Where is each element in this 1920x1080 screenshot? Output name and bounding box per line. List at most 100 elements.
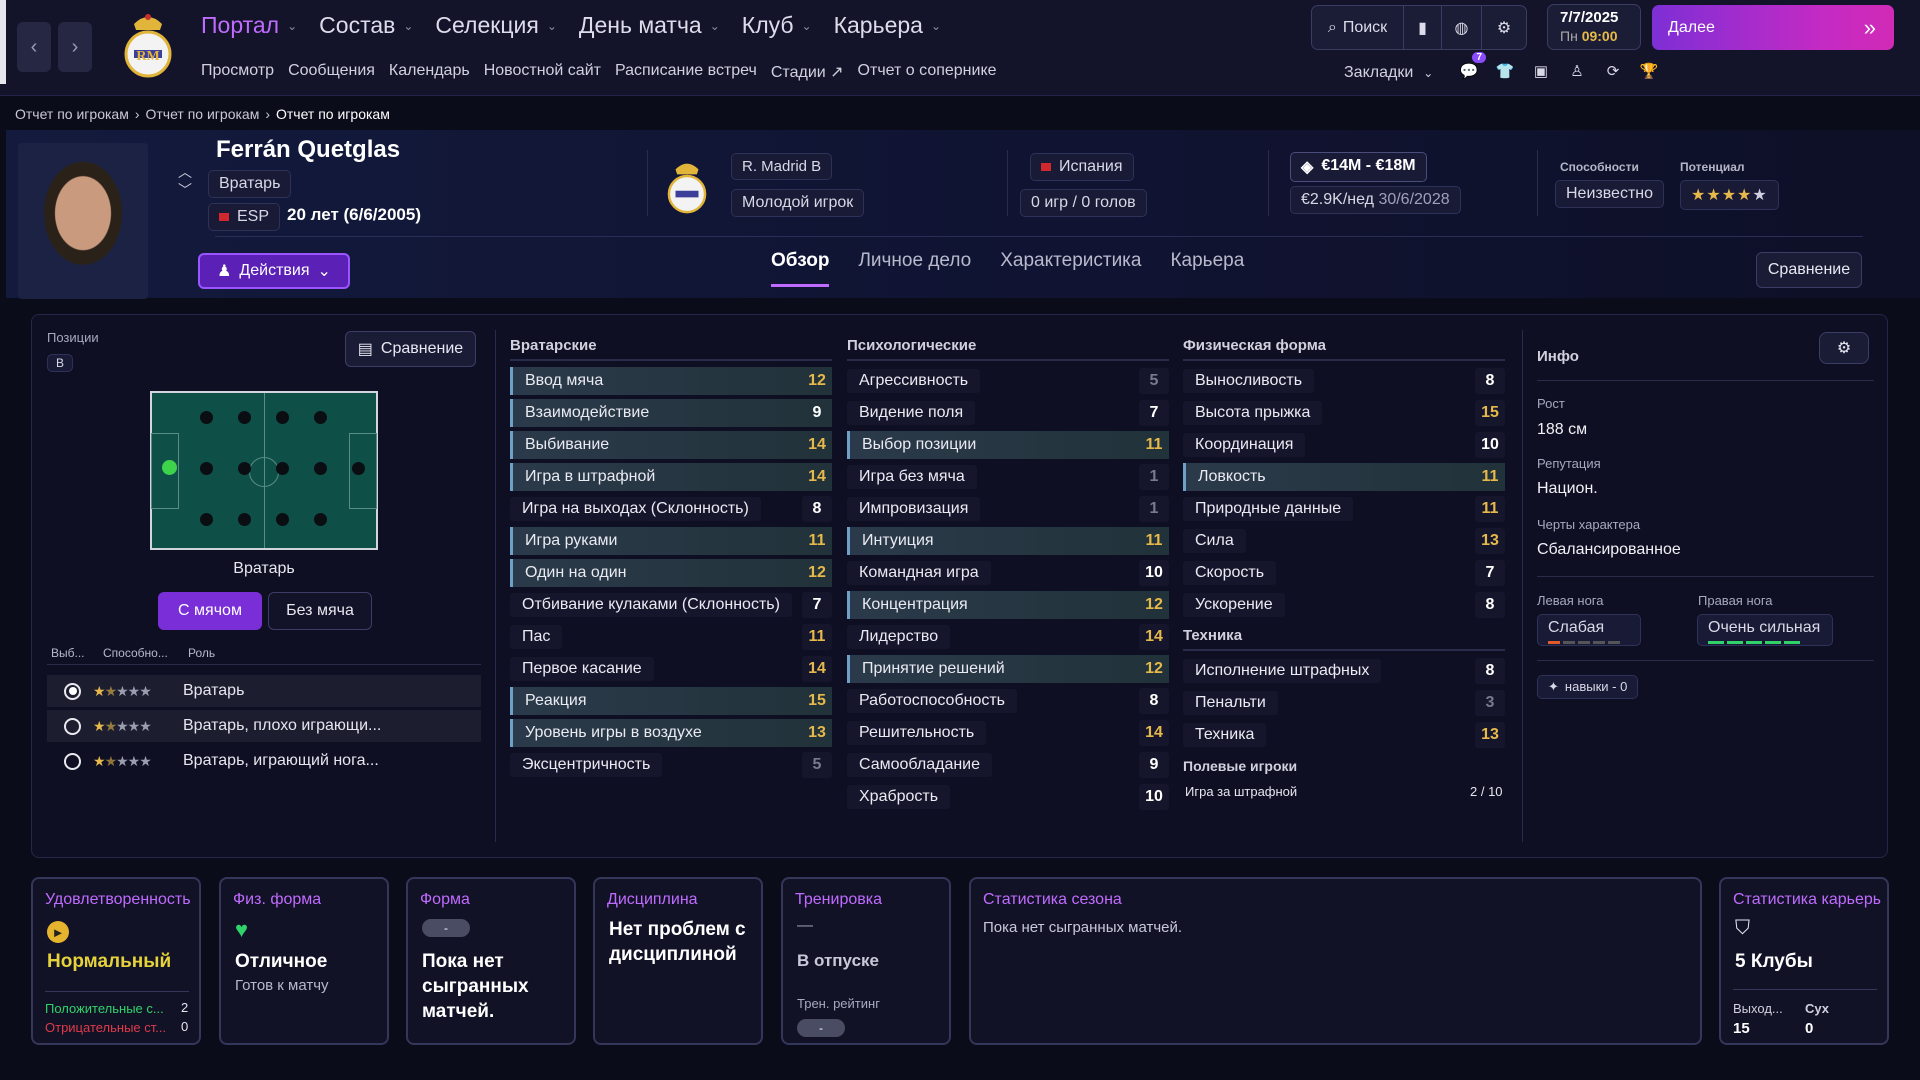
nav-career[interactable]: Карьера ⌄ — [834, 12, 941, 39]
subnav-messages[interactable]: Сообщения — [288, 62, 375, 79]
shirt-icon[interactable]: 👕 — [1495, 63, 1515, 80]
subnav-stages[interactable]: Стадии ↗ — [771, 62, 844, 82]
attribute-row[interactable]: Самообладание 9 — [847, 751, 1169, 779]
nav-club[interactable]: Клуб ⌄ — [742, 12, 812, 39]
chevron-down-icon[interactable]: ﹀ — [178, 182, 192, 198]
card-training[interactable]: Тренировка — В отпуске Трен. рейтинг - — [781, 877, 951, 1045]
player-nation[interactable]: ESP — [208, 203, 281, 231]
attribute-row[interactable]: Лидерство 14 — [847, 623, 1169, 651]
position-dot[interactable] — [200, 411, 213, 424]
radio-button[interactable] — [64, 717, 81, 735]
attribute-row[interactable]: Высота прыжка 15 — [1183, 399, 1505, 427]
attribute-row[interactable]: Выбивание 14 — [510, 431, 832, 459]
attribute-row[interactable]: Скорость 7 — [1183, 559, 1505, 587]
attribute-row[interactable]: Ловкость 11 — [1183, 463, 1505, 491]
role-row[interactable]: ★★★★★ Вратарь — [47, 675, 481, 707]
col-selected[interactable]: Выб... — [51, 646, 85, 660]
card-season-stats[interactable]: Статистика сезона Пока нет сыгранных мат… — [969, 877, 1702, 1045]
without-ball-toggle[interactable]: Без мяча — [268, 592, 372, 630]
role-row[interactable]: ★★★★★ Вратарь, играющий нога... — [47, 745, 481, 777]
player-nationality[interactable]: Испания — [1030, 153, 1134, 181]
attribute-row[interactable]: Отбивание кулаками (Склонность) 7 — [510, 591, 832, 619]
tab-overview[interactable]: Обзор — [771, 250, 830, 287]
subnav-opponent[interactable]: Отчет о сопернике — [857, 62, 997, 79]
attribute-row[interactable]: Храбрость 10 — [847, 783, 1169, 811]
with-ball-toggle[interactable]: С мячом — [158, 592, 262, 630]
back-button[interactable]: ‹ — [17, 22, 51, 72]
continue-button[interactable]: Далее » — [1652, 5, 1894, 50]
attribute-row[interactable]: Импровизация 1 — [847, 495, 1169, 523]
info-settings-button[interactable]: ⚙ — [1819, 332, 1869, 364]
date-box[interactable]: 7/7/2025 Пн 09:00 — [1547, 4, 1641, 50]
forward-button[interactable]: › — [58, 22, 92, 72]
position-dot[interactable] — [276, 513, 289, 526]
subnav-meetings[interactable]: Расписание встреч — [614, 62, 757, 79]
subnav-calendar[interactable]: Календарь — [388, 62, 470, 79]
attribute-row[interactable]: Один на один 12 — [510, 559, 832, 587]
skills-button[interactable]: ✦ навыки - 0 — [1537, 675, 1639, 699]
position-dot[interactable] — [276, 411, 289, 424]
attribute-row[interactable]: Выносливость 8 — [1183, 367, 1505, 395]
attribute-row[interactable]: Уровень игры в воздухе 13 — [510, 719, 832, 747]
position-dot[interactable] — [314, 513, 327, 526]
chevron-up-icon[interactable]: ︿ — [178, 164, 192, 180]
attribute-row[interactable]: Выбор позиции 11 — [847, 431, 1169, 459]
attribute-row[interactable]: Игра на выходах (Склонность) 8 — [510, 495, 832, 523]
attribute-row[interactable]: Видение поля 7 — [847, 399, 1169, 427]
staff-icon[interactable]: ♙ — [1570, 63, 1584, 80]
position-dot[interactable] — [314, 411, 327, 424]
position-dot-gk[interactable] — [162, 460, 177, 475]
subnav-overview[interactable]: Просмотр — [201, 62, 275, 79]
scout-icon[interactable]: ▣ — [1533, 63, 1549, 80]
attribute-row[interactable]: Работоспособность 8 — [847, 687, 1169, 715]
card-morale[interactable]: Удовлетворенность ► Нормальный Положител… — [31, 877, 201, 1045]
nav-selection[interactable]: Селекция ⌄ — [435, 12, 556, 39]
attribute-row[interactable]: Взаимодействие 9 — [510, 399, 832, 427]
player-switcher[interactable]: ︿ ﹀ — [178, 163, 192, 199]
radio-button[interactable] — [64, 752, 81, 770]
compare-button[interactable]: Сравнение — [1756, 252, 1862, 288]
player-club[interactable]: R. Madrid B — [731, 153, 833, 180]
nav-matchday[interactable]: День матча ⌄ — [579, 12, 720, 39]
card-fitness[interactable]: Физ. форма ♥ Отличное Готов к матчу — [219, 877, 389, 1045]
attribute-row[interactable]: Интуиция 11 — [847, 527, 1169, 555]
positions-compare-button[interactable]: ▤ Сравнение — [345, 331, 476, 367]
club-logo[interactable]: RM — [120, 8, 176, 78]
attribute-row[interactable]: Исполнение штрафных 8 — [1183, 657, 1505, 685]
trophy-icon[interactable]: 🏆 — [1639, 63, 1659, 80]
col-role[interactable]: Роль — [188, 646, 216, 660]
position-dot[interactable] — [200, 462, 213, 475]
attribute-row[interactable]: Реакция 15 — [510, 687, 832, 715]
club-badge[interactable] — [664, 156, 710, 214]
breadcrumb-item[interactable]: Отчет по игрокам — [15, 106, 129, 122]
settings-button[interactable]: ⚙ — [1482, 6, 1526, 49]
notebook-button[interactable]: ▮ — [1404, 6, 1442, 49]
breadcrumb-item[interactable]: Отчет по игрокам — [145, 106, 260, 122]
nav-portal[interactable]: Портал ⌄ — [201, 12, 297, 39]
attribute-row[interactable]: Пенальти 3 — [1183, 689, 1505, 717]
attribute-row[interactable]: Игра без мяча 1 — [847, 463, 1169, 491]
attribute-row[interactable]: Первое касание 14 — [510, 655, 832, 683]
position-dot[interactable] — [238, 411, 251, 424]
attribute-row[interactable]: Пас 11 — [510, 623, 832, 651]
card-form[interactable]: Форма - Пока нет сыгранных матчей. — [406, 877, 576, 1045]
position-dot[interactable] — [352, 462, 365, 475]
radio-button[interactable] — [64, 682, 81, 700]
position-dot[interactable] — [276, 462, 289, 475]
search-button[interactable]: ⌕ Поиск — [1312, 6, 1404, 49]
position-dot[interactable] — [200, 513, 213, 526]
position-dot[interactable] — [238, 462, 251, 475]
attribute-row[interactable]: Сила 13 — [1183, 527, 1505, 555]
subnav-news[interactable]: Новостной сайт — [483, 62, 601, 79]
attribute-row[interactable]: Принятие решений 12 — [847, 655, 1169, 683]
attribute-row[interactable]: Природные данные 11 — [1183, 495, 1505, 523]
attribute-row[interactable]: Командная игра 10 — [847, 559, 1169, 587]
attribute-row[interactable]: Агрессивность 5 — [847, 367, 1169, 395]
attribute-row[interactable]: Игра руками 11 — [510, 527, 832, 555]
attribute-row[interactable]: Ввод мяча 12 — [510, 367, 832, 395]
card-career-stats[interactable]: Статистика карьеры ⛉ 5 Клубы Выход... Су… — [1719, 877, 1889, 1045]
role-row[interactable]: ★★★★★ Вратарь, плохо играющи... — [47, 710, 481, 742]
nav-squad[interactable]: Состав ⌄ — [319, 12, 413, 39]
attribute-row[interactable]: Координация 10 — [1183, 431, 1505, 459]
actions-button[interactable]: ♟ Действия ⌄ — [198, 253, 350, 289]
